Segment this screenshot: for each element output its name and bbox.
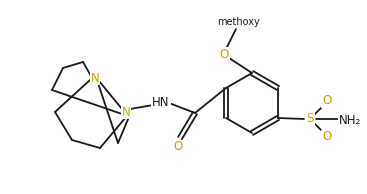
Text: S: S bbox=[306, 113, 314, 126]
Text: HN: HN bbox=[152, 96, 170, 109]
Text: O: O bbox=[322, 131, 332, 144]
Text: O: O bbox=[173, 140, 183, 153]
Text: O: O bbox=[322, 94, 332, 107]
Text: methoxy: methoxy bbox=[217, 17, 259, 27]
Text: O: O bbox=[219, 48, 229, 61]
Text: N: N bbox=[121, 106, 130, 119]
Text: N: N bbox=[91, 72, 99, 85]
Text: NH₂: NH₂ bbox=[339, 113, 361, 126]
